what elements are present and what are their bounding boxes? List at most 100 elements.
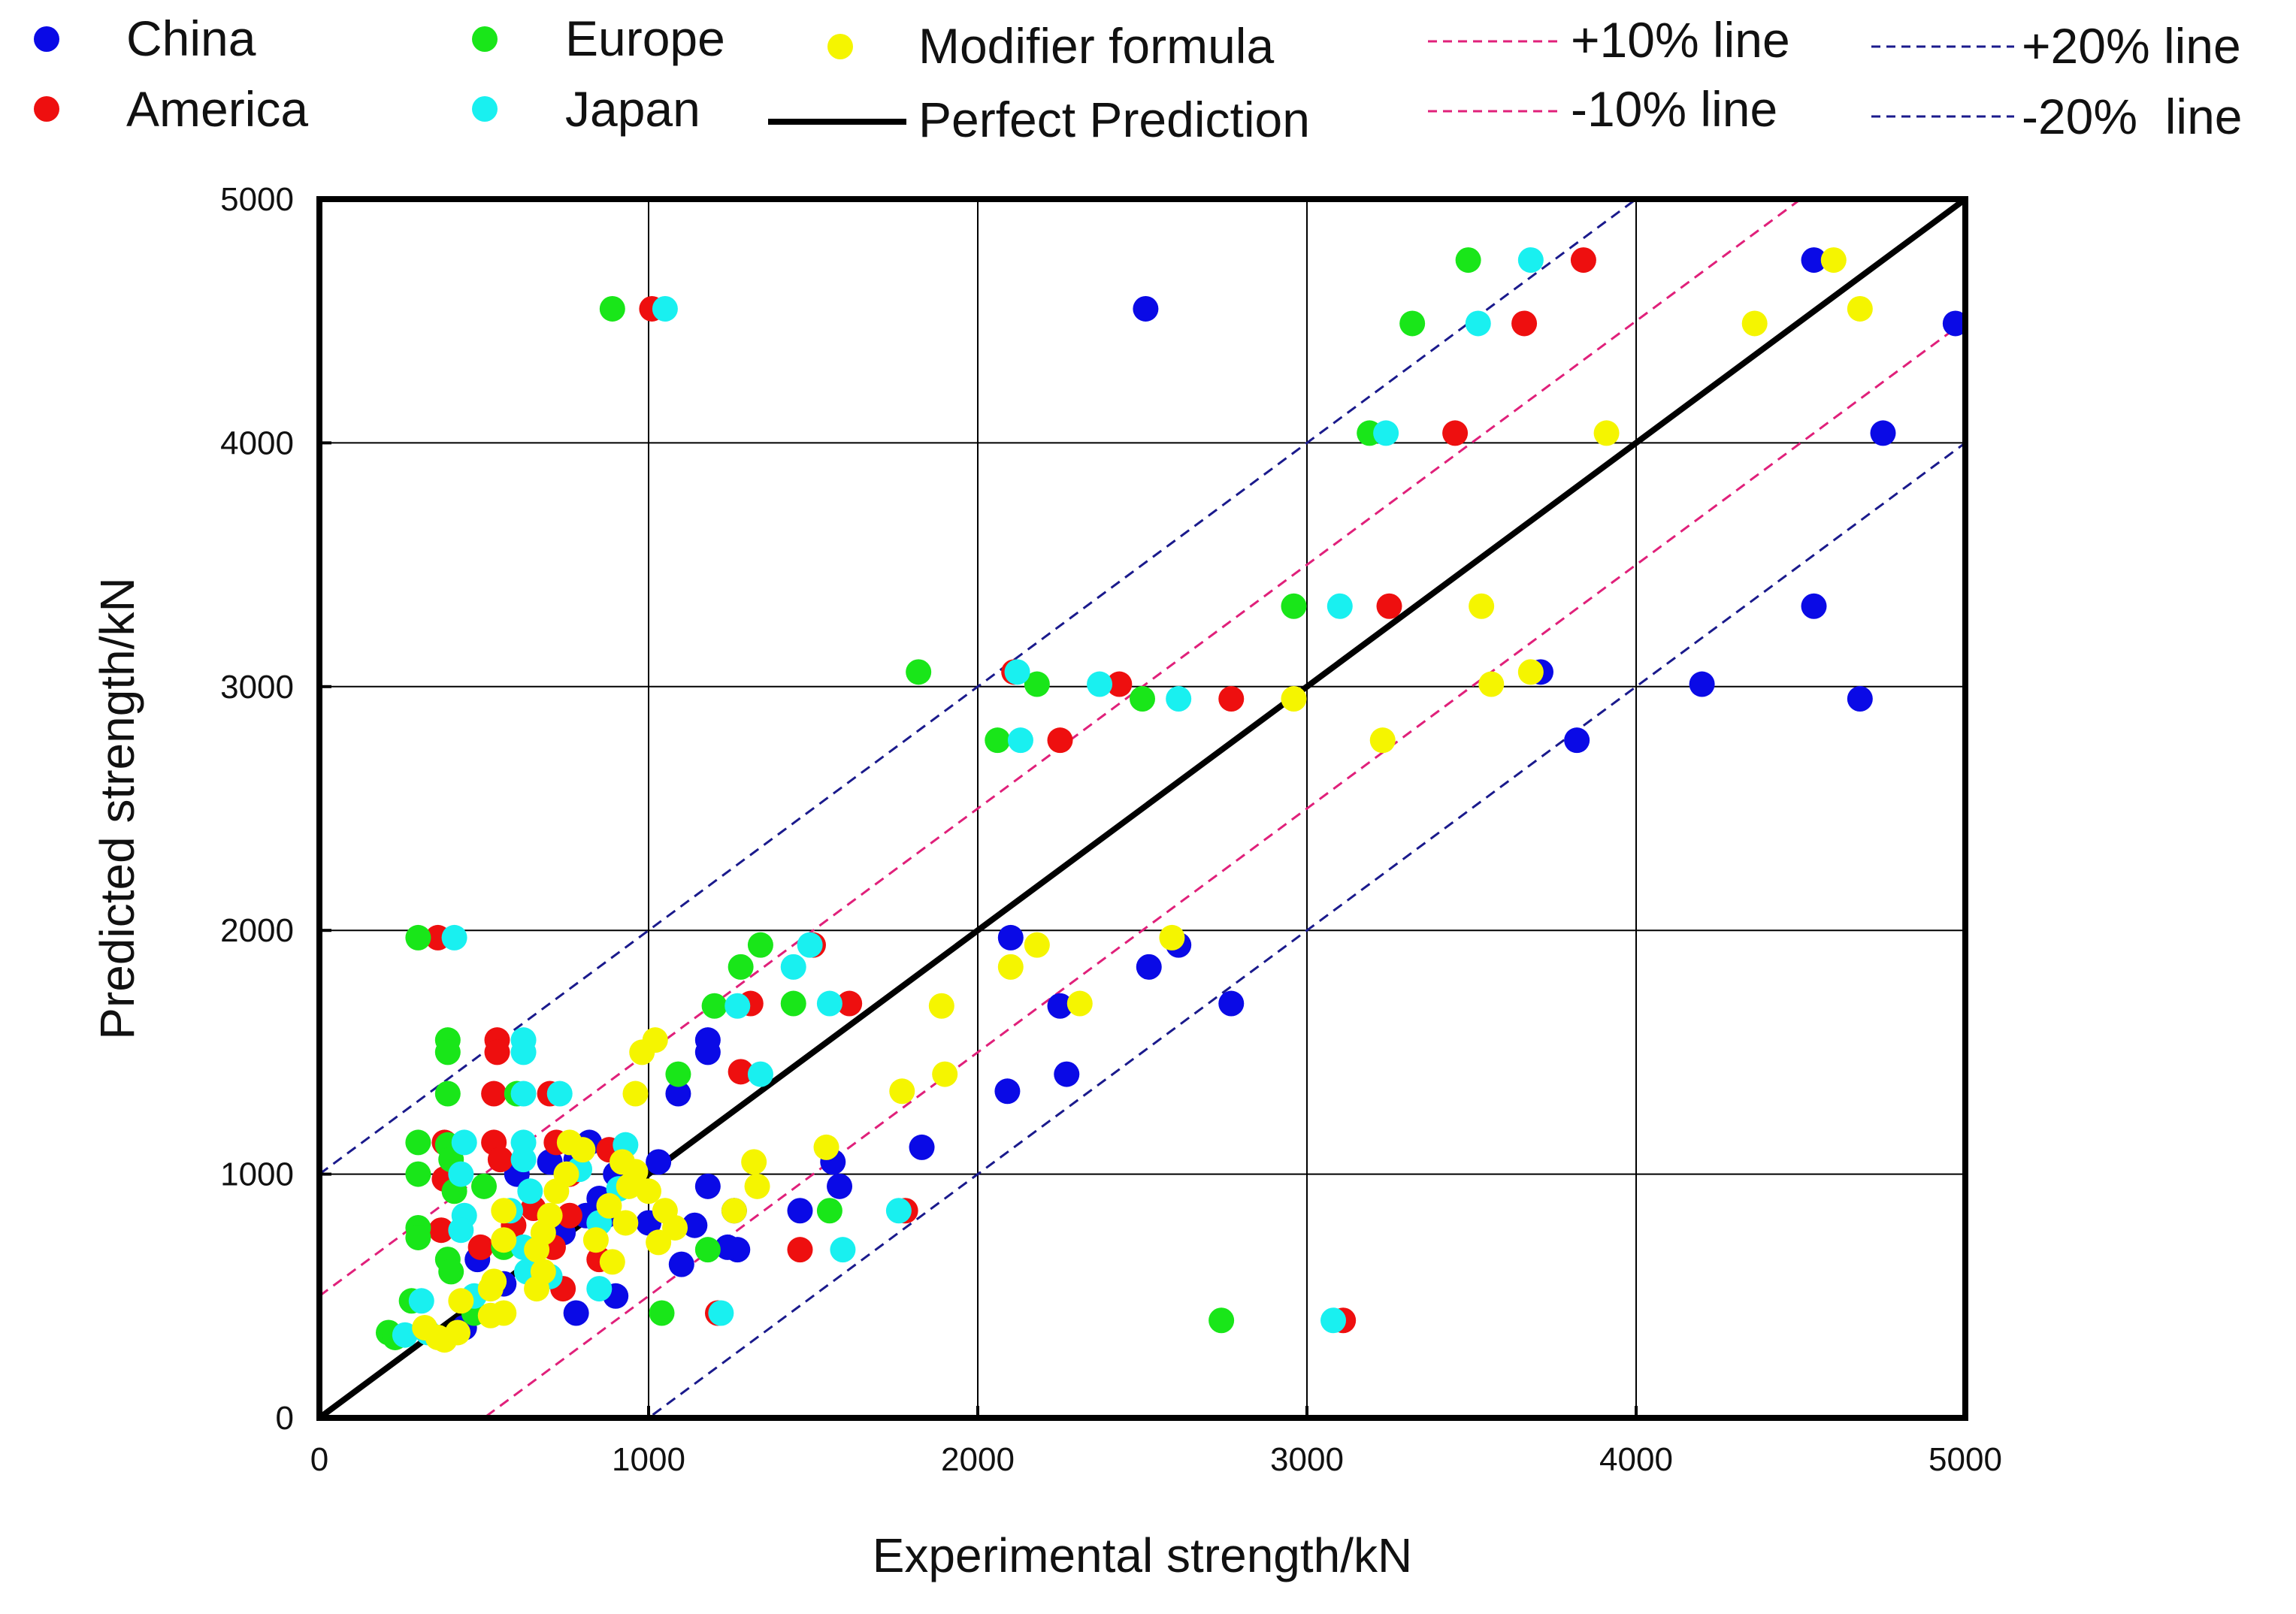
point-america-3 bbox=[1376, 593, 1402, 619]
point-modifier-formula-1 bbox=[1741, 310, 1768, 337]
point-america-2 bbox=[1442, 420, 1469, 446]
point-europe-12 bbox=[780, 990, 806, 1017]
reference-lines bbox=[319, 199, 1965, 1418]
point-japan-40 bbox=[408, 1288, 434, 1314]
ref-line-20-line bbox=[319, 199, 1638, 1175]
point-modifier-formula-47 bbox=[412, 1314, 438, 1340]
point-europe-25 bbox=[405, 1224, 431, 1250]
x-tick-label-0: 0 bbox=[310, 1441, 328, 1478]
point-china-22 bbox=[665, 1081, 691, 1107]
point-modifier-formula-52 bbox=[622, 1159, 649, 1185]
point-japan-37 bbox=[586, 1276, 613, 1302]
point-modifier-formula-16 bbox=[813, 1134, 839, 1160]
point-china-2 bbox=[1942, 310, 1965, 337]
point-japan-15 bbox=[830, 1237, 856, 1263]
point-modifier-formula-41 bbox=[477, 1276, 504, 1302]
point-america-7 bbox=[1047, 727, 1073, 754]
legend-marker-china bbox=[34, 26, 59, 52]
point-japan-4 bbox=[1087, 671, 1113, 697]
point-japan-17 bbox=[1320, 1307, 1347, 1334]
point-europe-27 bbox=[438, 1259, 464, 1285]
point-china-12 bbox=[1218, 990, 1245, 1017]
point-america-22 bbox=[487, 1147, 513, 1173]
point-china-9 bbox=[997, 924, 1024, 951]
y-tick-label-3000: 3000 bbox=[220, 669, 294, 706]
point-japan-20 bbox=[510, 1039, 537, 1065]
data-points bbox=[375, 247, 1965, 1353]
point-modifier-formula-39 bbox=[491, 1227, 517, 1253]
point-modifier-formula-44 bbox=[448, 1288, 474, 1314]
point-japan-12 bbox=[816, 990, 842, 1017]
point-china-5 bbox=[1689, 671, 1715, 697]
point-europe-10 bbox=[728, 954, 754, 980]
point-modifier-formula-21 bbox=[642, 1027, 668, 1053]
point-america-9 bbox=[836, 990, 863, 1017]
x-tick-label-1000: 1000 bbox=[612, 1441, 685, 1478]
point-europe-3 bbox=[1281, 593, 1307, 619]
point-europe-7 bbox=[906, 659, 932, 685]
point-modifier-formula-30 bbox=[570, 1137, 596, 1163]
point-modifier-formula-53 bbox=[662, 1214, 688, 1241]
point-america-0 bbox=[1570, 247, 1596, 274]
point-modifier-formula-8 bbox=[1281, 686, 1307, 712]
point-china-15 bbox=[1054, 1061, 1080, 1087]
point-china-23 bbox=[646, 1149, 672, 1175]
point-modifier-formula-6 bbox=[1517, 659, 1544, 685]
point-japan-2 bbox=[1373, 420, 1399, 446]
point-japan-3 bbox=[1326, 593, 1353, 619]
y-tick-label-4000: 4000 bbox=[220, 425, 294, 461]
point-america-26 bbox=[556, 1202, 582, 1229]
x-tick-label-5000: 5000 bbox=[1928, 1441, 2002, 1478]
point-modifier-formula-37 bbox=[524, 1276, 550, 1302]
legend-label-plus-20: +20% line bbox=[2022, 18, 2241, 74]
point-modifier-formula-11 bbox=[997, 954, 1024, 980]
point-china-28 bbox=[668, 1251, 694, 1277]
point-europe-23 bbox=[405, 1161, 431, 1187]
point-europe-5 bbox=[985, 727, 1011, 754]
point-china-8 bbox=[1564, 727, 1590, 754]
point-america-19 bbox=[484, 1039, 510, 1065]
point-modifier-formula-15 bbox=[889, 1078, 915, 1105]
point-europe-22 bbox=[405, 1129, 431, 1156]
legend-label-europe: Europe bbox=[565, 11, 725, 66]
legend-label-perfect-prediction: Perfect Prediction bbox=[918, 92, 1310, 147]
point-europe-21 bbox=[434, 1081, 461, 1107]
point-china-13 bbox=[1047, 993, 1073, 1019]
series-europe bbox=[375, 247, 1481, 1350]
point-modifier-formula-17 bbox=[741, 1149, 767, 1175]
point-japan-10 bbox=[780, 954, 806, 980]
series-america bbox=[425, 247, 1596, 1334]
point-europe-16 bbox=[649, 1300, 675, 1326]
legend-marker-japan bbox=[472, 96, 498, 122]
point-china-14 bbox=[994, 1078, 1021, 1105]
point-modifier-formula-14 bbox=[932, 1061, 958, 1087]
point-modifier-formula-12 bbox=[928, 993, 954, 1019]
point-china-16 bbox=[909, 1134, 935, 1160]
point-modifier-formula-49 bbox=[582, 1227, 609, 1253]
point-modifier-formula-35 bbox=[524, 1237, 550, 1263]
point-japan-18 bbox=[441, 924, 467, 951]
point-china-0 bbox=[1801, 247, 1827, 274]
point-modifier-formula-9 bbox=[1159, 924, 1185, 951]
point-japan-29 bbox=[517, 1178, 543, 1204]
point-modifier-formula-48 bbox=[431, 1327, 458, 1353]
point-modifier-formula-25 bbox=[599, 1249, 625, 1275]
point-modifier-formula-0 bbox=[1820, 247, 1847, 274]
y-tick-label-0: 0 bbox=[276, 1400, 294, 1437]
point-japan-22 bbox=[546, 1081, 573, 1107]
legend: China America Europe Japan Modifier form… bbox=[34, 11, 2243, 147]
point-japan-5 bbox=[1007, 727, 1033, 754]
point-china-45 bbox=[715, 1234, 741, 1260]
point-america-5 bbox=[1218, 686, 1245, 712]
point-japan-28 bbox=[510, 1147, 537, 1173]
point-japan-14 bbox=[885, 1198, 912, 1224]
legend-label-china: China bbox=[126, 11, 256, 66]
point-europe-17 bbox=[1209, 1307, 1235, 1334]
legend-label-minus-20: -20% line bbox=[2022, 89, 2243, 144]
point-china-18 bbox=[827, 1173, 853, 1199]
point-china-6 bbox=[1801, 593, 1827, 619]
legend-label-japan: Japan bbox=[565, 81, 700, 137]
point-america-12 bbox=[728, 1059, 754, 1085]
point-europe-9 bbox=[747, 932, 773, 958]
